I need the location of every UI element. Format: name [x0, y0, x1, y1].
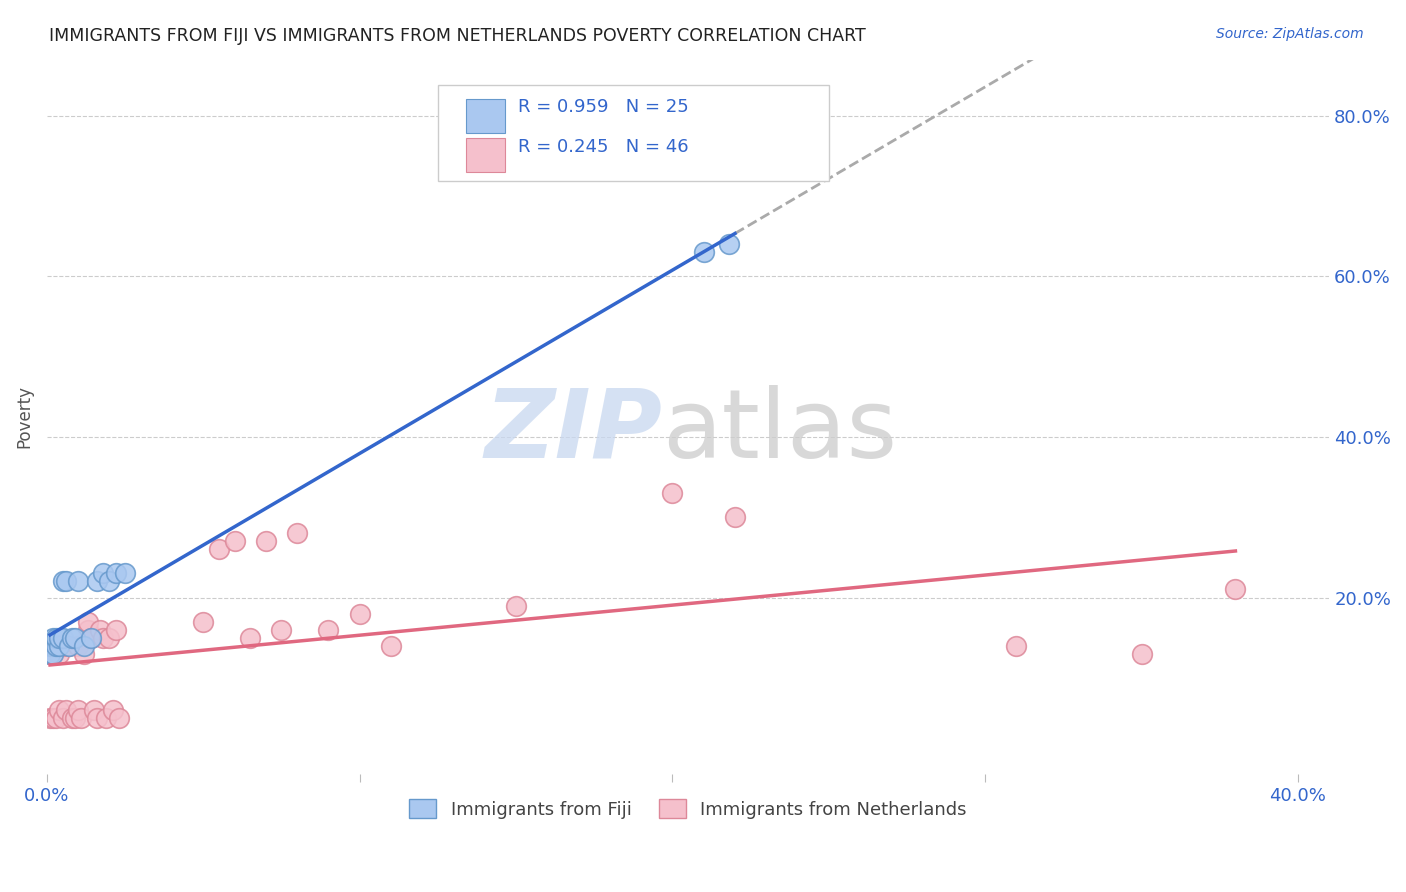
Point — [73, 639, 96, 653]
Point — [63, 711, 86, 725]
Point — [101, 703, 124, 717]
Point — [51, 574, 73, 589]
Point — [48, 631, 70, 645]
Point — [98, 574, 121, 589]
Point — [73, 647, 96, 661]
Point — [224, 534, 246, 549]
Point — [55, 574, 77, 589]
Point — [86, 574, 108, 589]
Point — [239, 631, 262, 645]
Point — [108, 711, 131, 725]
Text: ZIP: ZIP — [485, 384, 662, 477]
Point — [79, 631, 101, 645]
Point — [51, 711, 73, 725]
Point — [89, 623, 111, 637]
Point — [254, 534, 277, 549]
Point — [42, 711, 65, 725]
Point — [104, 566, 127, 581]
Point — [58, 639, 80, 653]
FancyBboxPatch shape — [467, 138, 505, 172]
Point — [60, 711, 83, 725]
Point — [98, 631, 121, 645]
Point — [96, 711, 118, 725]
Point — [91, 566, 114, 581]
Point — [42, 647, 65, 661]
Point — [104, 623, 127, 637]
Point — [693, 245, 716, 260]
Text: atlas: atlas — [662, 384, 897, 477]
Point — [67, 703, 90, 717]
Point — [55, 703, 77, 717]
Point — [48, 703, 70, 717]
Point — [380, 639, 402, 653]
Point — [45, 711, 67, 725]
Text: R = 0.959   N = 25: R = 0.959 N = 25 — [517, 98, 689, 117]
Point — [45, 639, 67, 653]
Point — [193, 615, 215, 629]
Point — [51, 639, 73, 653]
Point — [86, 711, 108, 725]
Point — [1005, 639, 1028, 653]
Point — [63, 631, 86, 645]
Point — [70, 711, 93, 725]
Point — [42, 631, 65, 645]
Point — [208, 542, 231, 557]
Point — [67, 574, 90, 589]
Text: IMMIGRANTS FROM FIJI VS IMMIGRANTS FROM NETHERLANDS POVERTY CORRELATION CHART: IMMIGRANTS FROM FIJI VS IMMIGRANTS FROM … — [49, 27, 866, 45]
Point — [45, 631, 67, 645]
Point — [45, 639, 67, 653]
Point — [91, 631, 114, 645]
Point — [42, 647, 65, 661]
Point — [661, 486, 683, 500]
Point — [76, 615, 98, 629]
Point — [349, 607, 371, 621]
Point — [724, 510, 747, 524]
Point — [67, 639, 90, 653]
Point — [39, 647, 62, 661]
Point — [39, 647, 62, 661]
Point — [505, 599, 527, 613]
Point — [51, 631, 73, 645]
Point — [58, 639, 80, 653]
Text: Source: ZipAtlas.com: Source: ZipAtlas.com — [1216, 27, 1364, 41]
Legend: Immigrants from Fiji, Immigrants from Netherlands: Immigrants from Fiji, Immigrants from Ne… — [402, 792, 974, 826]
Point — [60, 631, 83, 645]
Point — [270, 623, 292, 637]
Point — [1225, 582, 1247, 597]
Point — [76, 623, 98, 637]
Point — [83, 703, 105, 717]
Point — [717, 237, 740, 252]
Point — [1130, 647, 1153, 661]
FancyBboxPatch shape — [439, 85, 830, 181]
Point — [285, 526, 308, 541]
Point — [42, 639, 65, 653]
Text: R = 0.245   N = 46: R = 0.245 N = 46 — [517, 137, 688, 156]
Y-axis label: Poverty: Poverty — [15, 385, 32, 449]
Point — [39, 639, 62, 653]
Point — [39, 711, 62, 725]
Point — [48, 639, 70, 653]
Point — [114, 566, 136, 581]
Point — [48, 647, 70, 661]
FancyBboxPatch shape — [467, 99, 505, 133]
Point — [79, 631, 101, 645]
Point — [318, 623, 340, 637]
